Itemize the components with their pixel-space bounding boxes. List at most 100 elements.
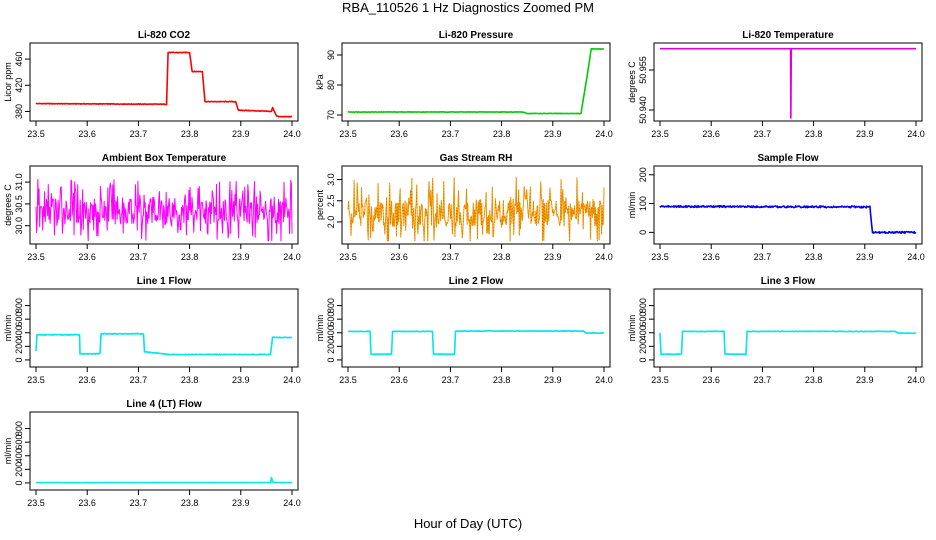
x-tick-label: 23.8	[493, 375, 511, 385]
panel-9: Line 3 Flow 23.5 23.6 23.7 23.8 23.9 24.0 0 2004…	[627, 276, 925, 385]
y-tick-label: 800	[326, 298, 336, 313]
y-tick-label: 100	[638, 196, 648, 211]
x-tick-label: 23.6	[78, 498, 96, 508]
y-tick-label: 800	[638, 298, 648, 313]
y-tick-label: 80	[326, 80, 336, 90]
x-tick-label: 23.7	[130, 129, 148, 139]
x-tick-label: 23.9	[232, 129, 250, 139]
y-tick-label: 600	[638, 312, 648, 327]
x-axis: 23.5 23.6 23.7 23.8 23.9 24.0	[651, 244, 925, 262]
y-axis-label: Licor ppm	[3, 62, 13, 102]
x-tick-label: 23.6	[702, 375, 720, 385]
plot-frame	[653, 165, 923, 245]
y-axis-label: ml/min	[3, 438, 13, 465]
series-line	[35, 178, 293, 242]
y-tick-label: 2.0	[326, 216, 336, 229]
data-series	[35, 178, 293, 242]
y-tick-label: 31.0	[14, 173, 24, 191]
x-tick-label: 24.0	[283, 498, 301, 508]
y-axis: 380 420 460	[14, 52, 30, 119]
x-tick-label: 23.8	[181, 498, 199, 508]
y-tick-label: 90	[326, 50, 336, 60]
y-tick-label: 400	[14, 448, 24, 463]
x-tick-label: 23.5	[339, 375, 357, 385]
y-axis: 50.940 50.955	[638, 56, 654, 124]
x-axis: 23.5 23.6 23.7 23.8 23.9 24.0	[339, 367, 613, 385]
panel-title: Li-820 Temperature	[742, 30, 834, 41]
y-tick-label: 3.0	[326, 173, 336, 186]
y-tick-label: 0	[638, 357, 648, 362]
panel-title: Sample Flow	[757, 153, 818, 164]
x-tick-label: 23.8	[181, 252, 199, 262]
y-tick-label: 30.5	[14, 195, 24, 213]
x-tick-label: 23.7	[442, 129, 460, 139]
data-series	[347, 329, 605, 356]
x-axis: 23.5 23.6 23.7 23.8 23.9 24.0	[27, 244, 301, 262]
y-axis-label: degrees C	[627, 61, 637, 103]
y-axis-label: ml/min	[3, 315, 13, 342]
x-tick-label: 23.7	[754, 129, 772, 139]
panel-3: Li-820 Temperature 23.5 23.6 23.7 23.8 23.9 24…	[627, 30, 925, 139]
x-tick-label: 23.8	[493, 129, 511, 139]
figure-x-axis-label: Hour of Day (UTC)	[413, 516, 523, 531]
data-series	[347, 48, 605, 115]
y-axis-label: ml/min	[627, 192, 637, 219]
data-series	[35, 332, 293, 356]
series-line	[35, 476, 293, 484]
data-series	[659, 204, 917, 235]
y-tick-label: 400	[638, 325, 648, 340]
x-tick-label: 23.6	[78, 129, 96, 139]
y-tick-label: 200	[638, 339, 648, 354]
panel-title: Li-820 Pressure	[439, 30, 514, 41]
y-axis: 0 100 200	[638, 167, 654, 235]
y-tick-label: 0	[326, 357, 336, 362]
x-tick-label: 23.6	[702, 252, 720, 262]
x-tick-label: 23.9	[544, 129, 562, 139]
y-tick-label: 600	[14, 312, 24, 327]
y-tick-label: 400	[14, 325, 24, 340]
plot-frame	[653, 42, 923, 122]
x-tick-label: 23.9	[544, 252, 562, 262]
y-tick-label: 420	[14, 78, 24, 93]
x-tick-label: 23.7	[754, 252, 772, 262]
series-line	[347, 48, 605, 115]
y-tick-label: 600	[326, 312, 336, 327]
series-line	[35, 51, 293, 118]
figure-title: RBA_110526 1 Hz Diagnostics Zoomed PM	[342, 0, 594, 15]
x-tick-label: 23.7	[754, 375, 772, 385]
y-tick-label: 400	[326, 325, 336, 340]
x-tick-label: 23.6	[390, 375, 408, 385]
x-tick-label: 24.0	[283, 252, 301, 262]
x-tick-label: 23.6	[702, 129, 720, 139]
y-axis-label: ml/min	[627, 315, 637, 342]
x-tick-label: 23.8	[181, 375, 199, 385]
panel-title: Li-820 CO2	[138, 30, 191, 41]
x-tick-label: 24.0	[595, 252, 613, 262]
panel-1: Li-820 CO2 23.5 23.6 23.7 23.8 23.9 24.0 380 420…	[3, 30, 301, 139]
plot-frame	[341, 288, 611, 368]
x-axis: 23.5 23.6 23.7 23.8 23.9 24.0	[651, 121, 925, 139]
x-tick-label: 23.9	[856, 252, 874, 262]
panel-title: Line 4 (LT) Flow	[126, 399, 202, 410]
plot-frame	[29, 165, 299, 245]
y-axis: 70 80 90	[326, 50, 342, 120]
x-tick-label: 23.5	[651, 129, 669, 139]
x-tick-label: 23.7	[442, 375, 460, 385]
x-axis: 23.5 23.6 23.7 23.8 23.9 24.0	[651, 367, 925, 385]
panel-10: Line 4 (LT) Flow 23.5 23.6 23.7 23.8 23.9 24.0…	[3, 399, 301, 508]
series-line	[659, 204, 917, 235]
x-axis: 23.5 23.6 23.7 23.8 23.9 24.0	[339, 121, 613, 139]
x-tick-label: 23.5	[27, 498, 45, 508]
panel-title: Line 3 Flow	[761, 276, 816, 287]
y-tick-label: 2.5	[326, 195, 336, 208]
y-tick-label: 0	[638, 230, 648, 235]
y-tick-label: 200	[638, 167, 648, 182]
y-tick-label: 200	[326, 339, 336, 354]
y-tick-label: 50.955	[638, 56, 648, 84]
y-tick-label: 0	[14, 357, 24, 362]
y-tick-label: 200	[14, 462, 24, 477]
x-tick-label: 24.0	[907, 375, 925, 385]
